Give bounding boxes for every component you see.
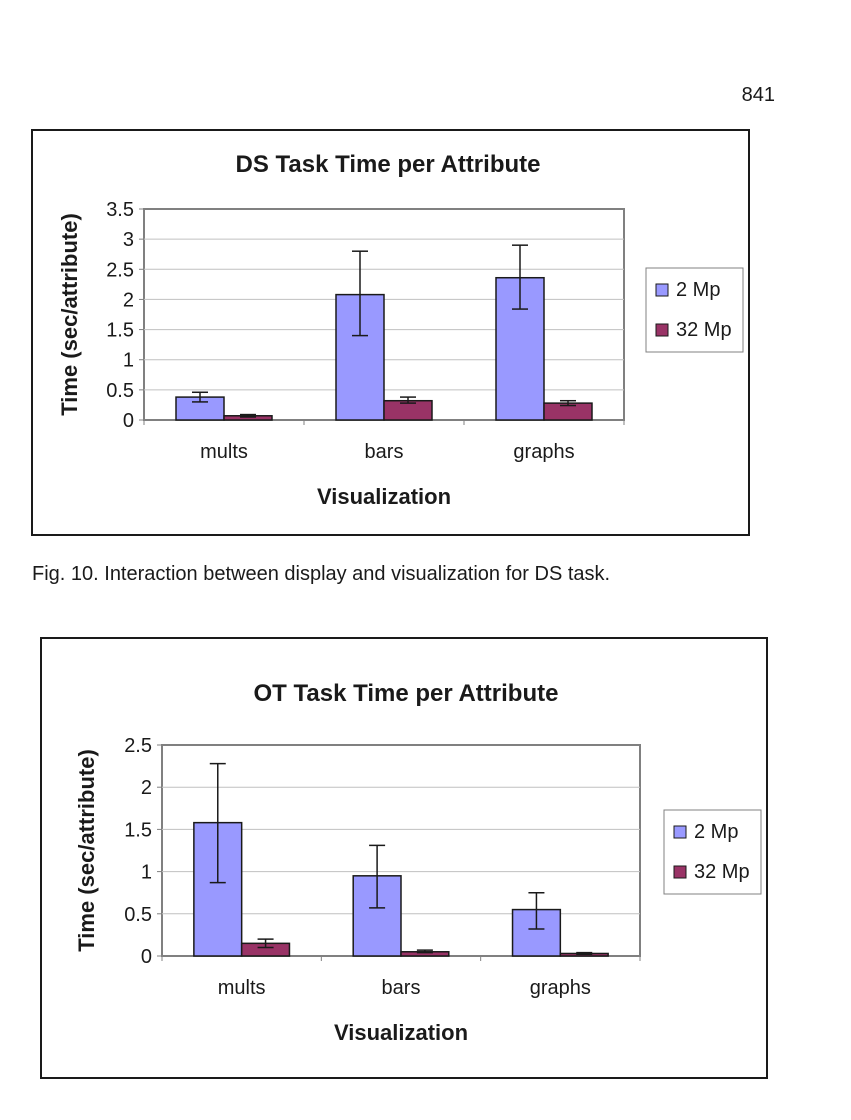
y-tick-label: 0	[141, 946, 152, 968]
y-axis-label: Time (sec/attribute)	[74, 749, 99, 952]
y-tick-label: 2.5	[124, 735, 152, 757]
y-tick-label: 3.5	[106, 199, 134, 221]
chart-title: OT Task Time per Attribute	[254, 680, 559, 707]
page-number: 841	[741, 84, 775, 106]
y-tick-label: 1	[141, 862, 152, 884]
x-tick-label: mults	[218, 977, 266, 999]
y-tick-label: 2	[141, 777, 152, 799]
chart-frame-ds: 0 0.5 1 1.5 2 2.5 3 3.5 mults bars graphs DS Task T…	[31, 129, 750, 536]
x-tick-label: mults	[200, 441, 248, 463]
legend-box	[645, 267, 744, 353]
y-tick-label: 0.5	[106, 380, 134, 402]
legend-box	[663, 809, 762, 895]
y-tick-label: 0.5	[124, 904, 152, 926]
legend-swatch-2mp	[655, 283, 669, 297]
y-tick-label: 3	[123, 229, 134, 251]
y-tick-label: 2.5	[106, 259, 134, 281]
y-tick-label: 2	[123, 289, 134, 311]
y-tick-label: 0	[123, 410, 134, 432]
legend-label: 32 Mp	[694, 861, 750, 883]
bar-2mp-mults	[193, 821, 243, 957]
legend-label: 2 Mp	[694, 821, 738, 843]
figure-caption: Fig. 10. Interaction between display and…	[32, 563, 611, 585]
x-tick-label: graphs	[513, 441, 574, 463]
x-tick-label: bars	[365, 441, 404, 463]
x-axis-label: Visualization	[334, 1020, 468, 1045]
x-tick-label: graphs	[530, 977, 591, 999]
x-tick-label: bars	[382, 977, 421, 999]
y-tick-label: 1	[123, 350, 134, 372]
y-axis-label: Time (sec/attribute)	[57, 213, 82, 416]
y-tick-label: 1.5	[106, 320, 134, 342]
legend-swatch-32mp	[673, 865, 687, 879]
chart-frame-ot: 0 0.5 1 1.5 2 2.5 mults bars graphs OT Task Time …	[40, 637, 768, 1079]
legend-swatch-32mp	[655, 323, 669, 337]
legend-swatch-2mp	[673, 825, 687, 839]
legend-label: 2 Mp	[676, 279, 720, 301]
y-tick-label: 1.5	[124, 819, 152, 841]
chart-title: DS Task Time per Attribute	[236, 151, 541, 178]
legend-label: 32 Mp	[676, 319, 732, 341]
x-axis-label: Visualization	[317, 484, 451, 509]
chart-ds-task-time: 0 0.5 1 1.5 2 2.5 3 3.5 mults bars graphs DS Task T…	[57, 151, 744, 509]
chart-ot-task-time: 0 0.5 1 1.5 2 2.5 mults bars graphs OT Task Time …	[74, 680, 762, 1045]
